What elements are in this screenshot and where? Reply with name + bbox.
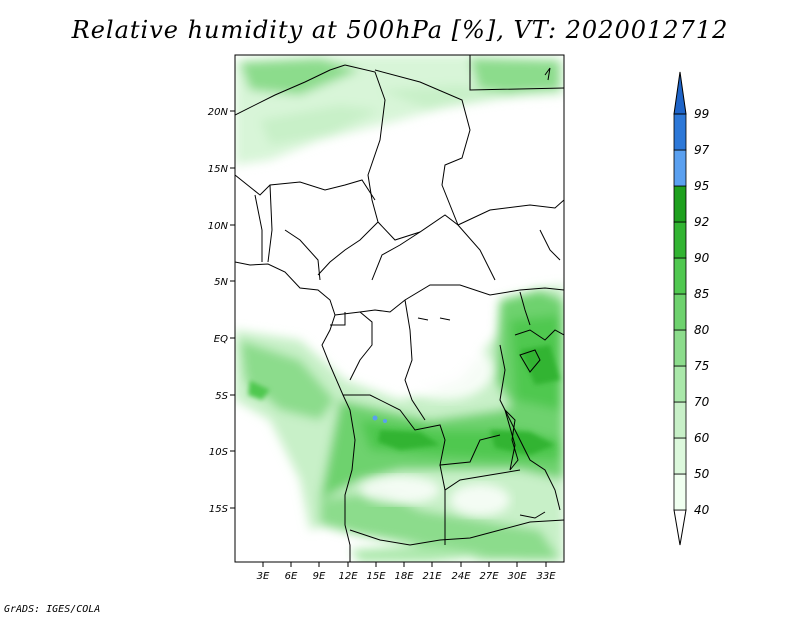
colorbar-label: 40 [694, 503, 710, 517]
lat-label: 15N [208, 164, 229, 175]
colorbar-segment [673, 401, 687, 439]
colorbar-label: 80 [694, 323, 710, 337]
colorbar-segment [673, 293, 687, 331]
lon-label: 21E [422, 571, 442, 582]
colorbar-segment [673, 365, 687, 403]
colorbar-label: 92 [694, 215, 709, 229]
map-title: Relative humidity at 500hPa [%], VT: 202… [71, 16, 729, 44]
colorbar-segment [673, 185, 687, 223]
colorbar-label: 90 [694, 251, 710, 265]
colorbar-segment [673, 113, 687, 151]
lon-label: 3E [257, 571, 270, 582]
colorbar-label: 95 [694, 179, 709, 193]
longitude-labels: 3E 6E 9E 12E 15E 18E 21E 24E 27E 30E 33E [257, 571, 557, 582]
colorbar-segment [673, 329, 687, 367]
colorbar-labels: 40 50 60 70 75 80 85 90 92 95 97 99 [694, 107, 710, 517]
humidity-shading [235, 55, 564, 562]
lat-label: 15S [209, 504, 229, 515]
axis-ticks [230, 110, 547, 567]
colorbar-label: 85 [694, 287, 709, 301]
map-frame [234, 54, 565, 563]
lon-label: 24E [451, 571, 471, 582]
colorbar-segment [673, 437, 687, 475]
country-borders [235, 55, 564, 562]
lat-label: 10S [209, 447, 229, 458]
lon-label: 12E [338, 571, 358, 582]
latitude-labels: 20N 15N 10N 5N EQ 5S 10S 15S [208, 107, 229, 515]
colorbar-label: 70 [694, 395, 710, 409]
lon-label: 27E [479, 571, 499, 582]
colorbar-upper-arrow [673, 71, 687, 115]
colorbar-label: 75 [694, 359, 709, 373]
lat-label: EQ [214, 334, 228, 345]
lon-label: 6E [285, 571, 298, 582]
colorbar-label: 99 [694, 107, 709, 121]
colorbar-segment [673, 257, 687, 295]
colorbar-label: 97 [694, 143, 710, 157]
colorbar [673, 71, 687, 546]
lat-label: 5N [214, 277, 228, 288]
colorbar-label: 50 [694, 467, 710, 481]
colorbar-lower-arrow [673, 509, 687, 546]
lat-label: 5S [215, 391, 228, 402]
colorbar-segment [673, 221, 687, 259]
colorbar-segment [673, 473, 687, 511]
colorbar-segment [673, 149, 687, 187]
lon-label: 9E [313, 571, 326, 582]
lon-label: 18E [394, 571, 414, 582]
lon-label: 30E [507, 571, 527, 582]
lat-label: 10N [208, 221, 229, 232]
credit-text: GrADS: IGES/COLA [4, 604, 101, 615]
map-plot-area [234, 54, 565, 563]
colorbar-label: 60 [694, 431, 710, 445]
lat-label: 20N [208, 107, 229, 118]
lon-label: 33E [536, 571, 556, 582]
lon-label: 15E [366, 571, 386, 582]
